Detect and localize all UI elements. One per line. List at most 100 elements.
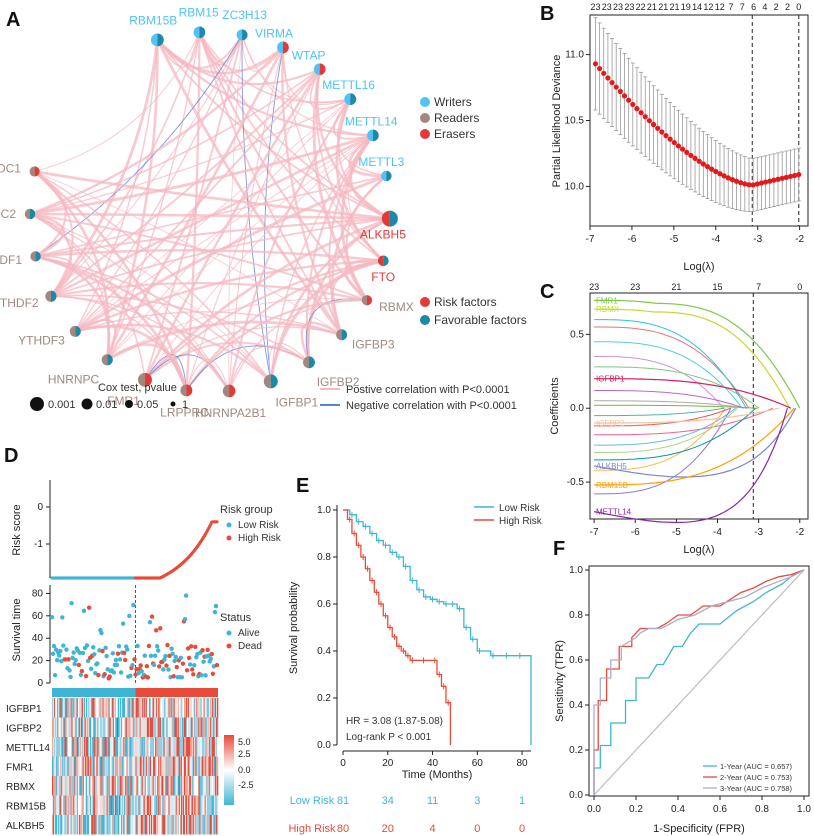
heatmap-cell xyxy=(140,698,143,718)
positive-correlation-edge xyxy=(185,69,321,391)
heatmap-cell xyxy=(161,776,163,796)
heatmap-cell xyxy=(55,717,57,737)
cv-point xyxy=(688,152,694,159)
heatmap-cell xyxy=(133,776,135,796)
heatmap-cell xyxy=(208,776,211,796)
heatmap-cell xyxy=(192,698,194,718)
heatmap-cell xyxy=(149,717,152,737)
heatmap-cell xyxy=(87,815,89,835)
heatmap-cell xyxy=(124,795,126,815)
heatmap-cell xyxy=(166,756,168,776)
heatmap-cell xyxy=(108,776,111,796)
size-legend: Cox test, pvalue 0.001 0.01 0.05 1 xyxy=(30,382,188,411)
heatmap-cell xyxy=(64,815,66,835)
heatmap-cell xyxy=(173,737,175,757)
survival-time-point xyxy=(102,671,107,677)
heatmap-cell xyxy=(105,737,107,757)
heatmap-cell xyxy=(120,795,122,815)
heatmap-cell xyxy=(148,795,151,815)
heatmap-cell xyxy=(57,737,59,757)
heatmap-cell xyxy=(56,717,58,737)
heatmap-cell xyxy=(52,756,54,776)
heatmap-cell xyxy=(210,776,213,796)
heatmap-cell xyxy=(155,815,157,835)
heatmap-cell xyxy=(90,698,92,718)
heatmap-cell xyxy=(170,756,172,776)
heatmap-cell xyxy=(134,756,136,776)
heatmap-cell xyxy=(135,776,137,796)
heatmap-cell xyxy=(88,737,90,757)
heatmap-cell xyxy=(168,776,170,796)
heatmap-cell xyxy=(209,756,212,776)
heatmap-cell xyxy=(171,698,173,718)
heatmap-cell xyxy=(199,717,201,737)
roc-ytick-label: 0.8 xyxy=(569,610,583,621)
size-legend-dot-005 xyxy=(125,400,133,408)
heatmap-cell xyxy=(159,698,161,718)
heatmap-cell xyxy=(205,795,207,815)
heatmap-cell xyxy=(99,776,101,796)
heatmap-cell xyxy=(140,795,143,815)
heatmap-cell xyxy=(181,815,184,835)
heatmap-cell xyxy=(86,776,88,796)
coef-path-line xyxy=(594,341,743,409)
survival-time-point xyxy=(91,645,96,650)
coef-top-tick-label: 23 xyxy=(630,282,640,292)
heatmap-cell xyxy=(78,795,81,815)
heatmap-cell xyxy=(149,815,152,835)
survival-time-point xyxy=(66,657,71,662)
heatmap-cell xyxy=(107,717,110,737)
survival-time-point xyxy=(76,662,82,668)
favorable-factor-legend-dot xyxy=(420,315,430,325)
heatmap-cell xyxy=(69,737,71,757)
heatmap-cell xyxy=(88,815,90,835)
heatmap-cell xyxy=(131,717,133,737)
heatmap-cell xyxy=(208,756,211,776)
coef-path-panel: -7 -6 -5 -4 -3 -2-0.50.00.523 23 21 15 7 0FMR1RBMX… xyxy=(549,282,809,556)
heatmap-cell xyxy=(119,717,121,737)
heatmap-cell xyxy=(179,795,182,815)
heatmap-cell xyxy=(84,737,87,757)
risk-table-high-label: High Risk xyxy=(288,823,336,835)
node-label-hnrnpa2b1: HNRNPA2B1 xyxy=(195,406,266,420)
heatmap-cell xyxy=(123,698,125,718)
heatmap-cell xyxy=(160,717,162,737)
heatmap-cell xyxy=(132,756,134,776)
low-risk-legend-label: Low Risk xyxy=(238,520,280,531)
survival-time-point xyxy=(192,663,197,668)
heatmap-cell xyxy=(70,717,72,737)
heatmap-cell xyxy=(111,717,114,737)
survival-time-point xyxy=(171,674,176,679)
heatmap-cell xyxy=(73,776,75,796)
risk-table-value: 80 xyxy=(337,823,349,835)
heatmap-cell xyxy=(206,737,208,757)
heatmap-cell xyxy=(77,717,80,737)
coef-ytick-label: 0.0 xyxy=(570,403,584,414)
heatmap-cell xyxy=(93,698,95,718)
heatmap-cell xyxy=(120,698,122,718)
heatmap-cell xyxy=(91,756,93,776)
heatmap-cell xyxy=(156,717,158,737)
heatmap-cell xyxy=(211,815,214,835)
heatmap-cell xyxy=(104,698,106,718)
heatmap-cell xyxy=(203,795,205,815)
cv-deviance-panel: -7 -6 -5 -4 -3 -210.010.511.023 23 23 23 22 21 21 21… xyxy=(551,2,809,273)
heatmap-cell xyxy=(119,756,121,776)
cv-top-tick-label: 23 xyxy=(624,2,634,12)
survival-time-point xyxy=(208,656,213,661)
heatmap-cell xyxy=(130,737,132,757)
heatmap-cell xyxy=(84,698,87,718)
heatmap-cell xyxy=(213,795,216,815)
heatmap-cell xyxy=(160,737,162,757)
roc-ylabel: Sensitivity (TPR) xyxy=(554,640,566,722)
node-role-half xyxy=(30,251,36,262)
heatmap-cell xyxy=(182,737,185,757)
heatmap-cell xyxy=(123,737,125,757)
heatmap-cell xyxy=(213,717,216,737)
heatmap-cell xyxy=(56,737,58,757)
heatmap-cell xyxy=(86,737,88,757)
positive-correlation-edge xyxy=(34,170,391,220)
cv-point xyxy=(742,181,748,187)
heatmap-cell xyxy=(207,756,210,776)
heatmap-cell xyxy=(203,698,205,718)
